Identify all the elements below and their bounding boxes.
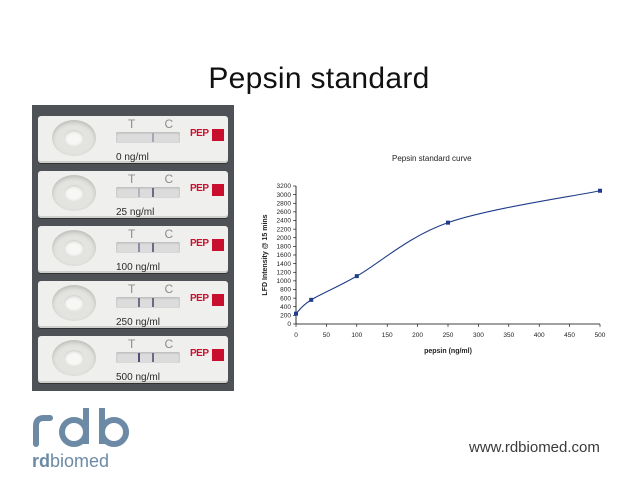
y-axis-label: LFD Intensity @ 15 mins [262, 214, 269, 295]
concentration-label: 0 ng/ml [116, 152, 149, 163]
x-tick-label: 200 [412, 332, 423, 339]
result-window [116, 187, 180, 198]
sample-well [52, 230, 96, 266]
control-line [152, 188, 154, 197]
result-window [116, 132, 180, 143]
rdbiomed-logo: rdbiomed [32, 408, 129, 470]
test-line [138, 298, 140, 307]
control-line [152, 243, 154, 252]
chart-title: Pepsin standard curve [392, 154, 472, 163]
result-window [116, 297, 180, 308]
x-tick-label: 0 [294, 332, 298, 339]
sample-well [52, 340, 96, 376]
result-window [116, 242, 180, 253]
sample-well [52, 175, 96, 211]
pep-badge: PEP [190, 293, 224, 307]
x-axis-label: pepsin (ng/ml) [424, 348, 472, 355]
control-line [152, 133, 154, 142]
y-tick-label: 3200 [277, 183, 292, 190]
test-strip: T C PEP 500 ng/ml [38, 336, 228, 383]
logo-wordmark: rdbiomed [32, 451, 109, 470]
x-tick-label: 300 [473, 332, 484, 339]
tc-label: T C [128, 172, 187, 186]
y-tick-label: 2800 [277, 200, 292, 207]
control-line [152, 298, 154, 307]
test-strip: T C PEP 25 ng/ml [38, 171, 228, 218]
y-tick-label: 400 [280, 304, 291, 311]
y-tick-label: 2200 [277, 226, 292, 233]
y-tick-label: 200 [280, 313, 291, 320]
y-tick-label: 600 [280, 295, 291, 302]
y-tick-label: 3000 [277, 192, 292, 199]
concentration-label: 250 ng/ml [116, 317, 160, 328]
tc-label: T C [128, 227, 187, 241]
x-tick-label: 350 [503, 332, 514, 339]
test-line [138, 243, 140, 252]
concentration-label: 100 ng/ml [116, 262, 160, 273]
logo-d-bowl [59, 417, 89, 447]
test-strips-photo: T C PEP 0 ng/ml T C PEP 25 ng/ml T C PEP… [32, 105, 234, 391]
x-tick-label: 150 [382, 332, 393, 339]
tc-label: T C [128, 337, 187, 351]
y-tick-label: 2600 [277, 209, 292, 216]
sample-well [52, 285, 96, 321]
y-tick-label: 1200 [277, 269, 292, 276]
x-tick-label: 500 [595, 332, 606, 339]
tc-label: T C [128, 282, 187, 296]
tc-label: T C [128, 117, 187, 131]
test-strip: T C PEP 250 ng/ml [38, 281, 228, 328]
test-strip: T C PEP 100 ng/ml [38, 226, 228, 273]
pep-badge: PEP [190, 238, 224, 252]
y-tick-label: 2000 [277, 235, 292, 242]
data-point [294, 311, 298, 316]
test-strip: T C PEP 0 ng/ml [38, 116, 228, 163]
slide-title: Pepsin standard [208, 62, 430, 95]
x-tick-label: 450 [564, 332, 575, 339]
series-line [295, 190, 601, 315]
x-tick-label: 250 [443, 332, 454, 339]
logo-b-bowl [99, 417, 129, 447]
x-tick-label: 50 [323, 332, 331, 339]
concentration-label: 500 ng/ml [116, 372, 160, 383]
pep-badge: PEP [190, 128, 224, 142]
pep-badge: PEP [190, 348, 224, 362]
x-tick-label: 400 [534, 332, 545, 339]
y-tick-label: 1800 [277, 244, 292, 251]
y-tick-label: 1400 [277, 261, 292, 268]
y-tick-label: 2400 [277, 218, 292, 225]
standard-curve-chart: 0200400600800100012001400160018002000220… [262, 183, 606, 355]
y-tick-label: 800 [280, 287, 291, 294]
y-tick-label: 1600 [277, 252, 292, 259]
control-line [152, 353, 154, 362]
data-point [354, 274, 359, 279]
data-point [446, 220, 450, 225]
chart-plot-area: 0200400600800100012001400160018002000220… [262, 183, 606, 355]
y-tick-label: 0 [287, 321, 291, 328]
data-point [598, 188, 602, 193]
x-tick-label: 100 [351, 332, 362, 339]
pep-badge: PEP [190, 183, 224, 197]
logo-r-glyph [33, 415, 53, 447]
concentration-label: 25 ng/ml [116, 207, 155, 218]
data-point [309, 297, 314, 302]
test-line [138, 353, 140, 362]
y-tick-label: 1000 [277, 278, 292, 285]
website-url[interactable]: www.rdbiomed.com [469, 439, 600, 456]
result-window [116, 352, 180, 363]
test-line [138, 188, 140, 197]
sample-well [52, 120, 96, 156]
